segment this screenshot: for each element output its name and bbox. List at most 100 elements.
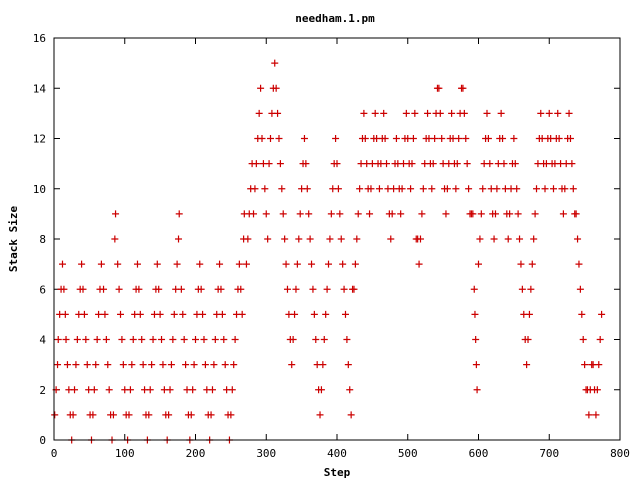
data-point <box>291 310 299 318</box>
data-point <box>442 210 450 218</box>
data-point <box>179 310 187 318</box>
data-point <box>483 109 491 117</box>
data-point <box>316 411 324 419</box>
data-point <box>217 285 225 293</box>
data-point <box>104 361 112 369</box>
data-point <box>490 235 498 243</box>
data-point <box>351 260 359 268</box>
data-point <box>165 411 173 419</box>
data-point <box>408 160 416 168</box>
data-point <box>317 386 325 394</box>
data-point <box>356 185 364 193</box>
data-point <box>475 260 482 268</box>
data-point <box>511 160 519 168</box>
data-point <box>207 411 215 419</box>
data-point <box>305 210 313 218</box>
data-point <box>279 210 287 218</box>
data-point <box>346 386 354 394</box>
data-point <box>334 185 342 193</box>
data-point <box>354 210 362 218</box>
data-point <box>220 336 228 343</box>
data-point <box>293 260 301 268</box>
data-point <box>58 260 66 268</box>
data-point <box>208 386 216 394</box>
data-point <box>288 361 296 369</box>
data-point <box>549 185 557 193</box>
data-point <box>262 210 270 218</box>
data-point <box>114 260 122 268</box>
data-point <box>416 235 424 243</box>
data-point <box>472 336 480 343</box>
data-point <box>221 361 229 369</box>
data-point <box>341 310 349 318</box>
data-point <box>257 84 265 92</box>
data-point <box>443 185 451 193</box>
data-point <box>528 260 536 268</box>
data-point <box>78 260 86 268</box>
data-point <box>295 235 303 243</box>
data-point <box>465 185 473 193</box>
data-point <box>145 411 153 419</box>
data-point <box>574 235 582 243</box>
y-tick-label: 12 <box>33 133 46 146</box>
data-point <box>383 160 391 168</box>
data-point <box>524 336 532 343</box>
data-point <box>470 285 478 293</box>
data-point <box>255 109 263 117</box>
data-point <box>175 210 183 218</box>
data-point <box>117 310 125 318</box>
data-points <box>51 59 606 444</box>
data-point <box>595 361 603 369</box>
data-point <box>506 210 514 218</box>
data-point <box>407 185 415 193</box>
data-point <box>593 386 601 394</box>
data-point <box>265 160 273 168</box>
data-point <box>310 310 318 318</box>
data-point <box>61 310 69 318</box>
data-point <box>479 185 487 193</box>
data-point <box>371 109 379 117</box>
data-point <box>435 84 443 92</box>
data-point <box>340 285 348 293</box>
data-point <box>102 336 110 343</box>
data-point <box>189 386 197 394</box>
data-point <box>516 235 524 243</box>
data-point <box>497 109 505 117</box>
data-point <box>424 109 432 117</box>
x-axis-label: Step <box>324 466 351 479</box>
data-point <box>261 185 269 193</box>
data-point <box>350 285 358 293</box>
data-point <box>530 235 538 243</box>
data-point <box>169 336 177 343</box>
x-tick-label: 600 <box>469 447 489 460</box>
data-point <box>146 386 154 394</box>
data-point <box>63 361 71 369</box>
data-point <box>282 260 290 268</box>
data-point <box>54 361 62 369</box>
data-point <box>541 185 549 193</box>
data-point <box>139 361 147 369</box>
data-point <box>60 285 68 293</box>
data-point <box>300 135 308 142</box>
data-point <box>80 310 88 318</box>
data-point <box>196 260 204 268</box>
data-point <box>175 235 183 243</box>
data-point <box>380 109 388 117</box>
data-point <box>274 109 282 117</box>
data-point <box>302 160 310 168</box>
data-point <box>436 109 444 117</box>
data-point <box>568 160 576 168</box>
x-tick-label: 500 <box>398 447 418 460</box>
data-point <box>375 185 383 193</box>
data-point <box>463 160 471 168</box>
data-point <box>227 411 235 419</box>
data-point <box>484 135 492 142</box>
data-point <box>504 235 512 243</box>
data-point <box>109 411 117 419</box>
data-point <box>471 310 479 318</box>
data-point <box>554 109 562 117</box>
y-tick-label: 16 <box>33 32 46 45</box>
data-point <box>343 336 351 343</box>
data-point <box>513 185 521 193</box>
data-point <box>398 185 406 193</box>
